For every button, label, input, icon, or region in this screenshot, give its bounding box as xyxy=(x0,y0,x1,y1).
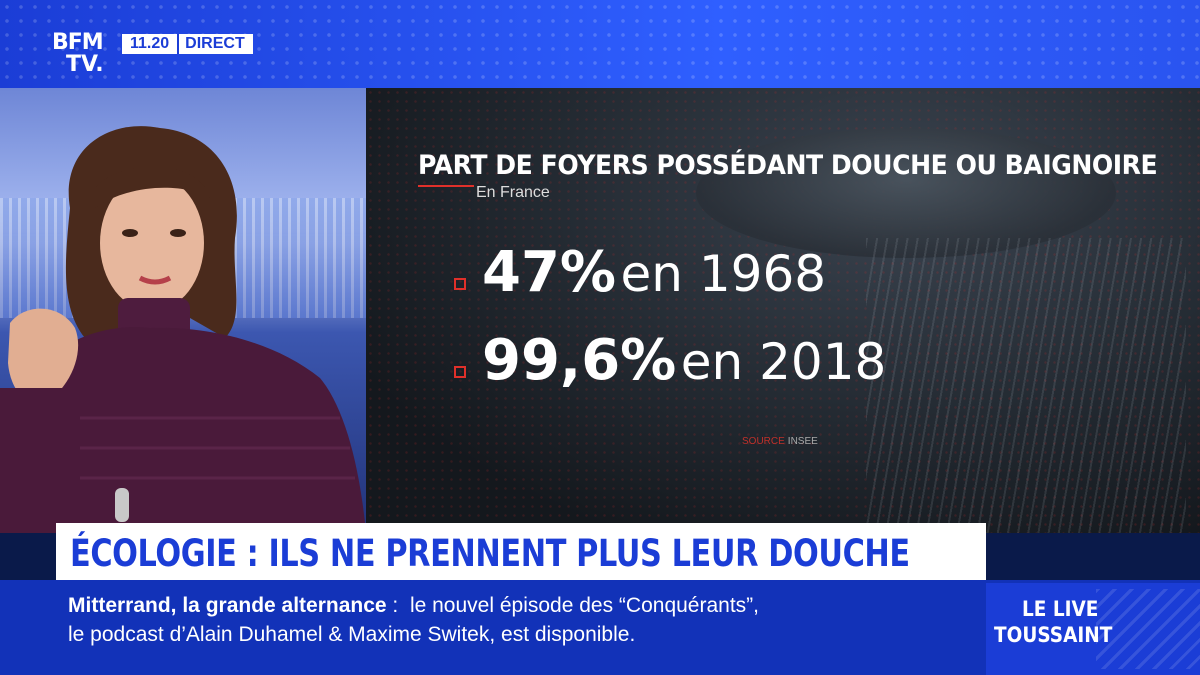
source-note: SOURCE INSEE xyxy=(742,436,818,447)
bullet-square-icon xyxy=(454,278,466,290)
stat-1968: 47% en 1968 xyxy=(482,240,826,305)
live-label: DIRECT xyxy=(177,34,253,54)
infographic-subtitle: En France xyxy=(476,184,550,201)
headline-banner: ÉCOLOGIE : ILS NE PRENNENT PLUS LEUR DOU… xyxy=(56,523,986,580)
showerhead-image xyxy=(696,128,1116,258)
ticker-line-2: le podcast d’Alain Duhamel & Maxime Swit… xyxy=(68,623,636,646)
stat-text: en 1968 xyxy=(620,245,827,303)
bullet-square-icon xyxy=(454,366,466,378)
stat-2018: 99,6% en 2018 xyxy=(482,328,886,393)
water-spray-image xyxy=(866,238,1186,533)
live-toussaint-promo: LE LIVE TOUSSAINT xyxy=(986,583,1200,675)
studio-video xyxy=(0,88,366,533)
title-underline xyxy=(418,185,474,187)
time-live-box: 11.20 DIRECT xyxy=(122,34,253,54)
stat-text: en 2018 xyxy=(680,333,887,391)
bfmtv-logo: BFM TV. xyxy=(52,30,104,77)
top-banner: BFM TV. 11.20 DIRECT xyxy=(0,0,1200,88)
infographic-panel: PART DE FOYERS POSSÉDANT DOUCHE OU BAIGN… xyxy=(366,88,1200,533)
headline-text: ÉCOLOGIE : ILS NE PRENNENT PLUS LEUR DOU… xyxy=(70,532,910,575)
clock-time: 11.20 xyxy=(122,34,178,54)
presenter-image xyxy=(0,126,366,533)
stat-value: 47% xyxy=(482,240,617,305)
ticker-line-1: Mitterrand, la grande alternance : le no… xyxy=(68,594,759,617)
stat-value: 99,6% xyxy=(482,328,677,393)
infographic-title: PART DE FOYERS POSSÉDANT DOUCHE OU BAIGN… xyxy=(418,150,1158,181)
